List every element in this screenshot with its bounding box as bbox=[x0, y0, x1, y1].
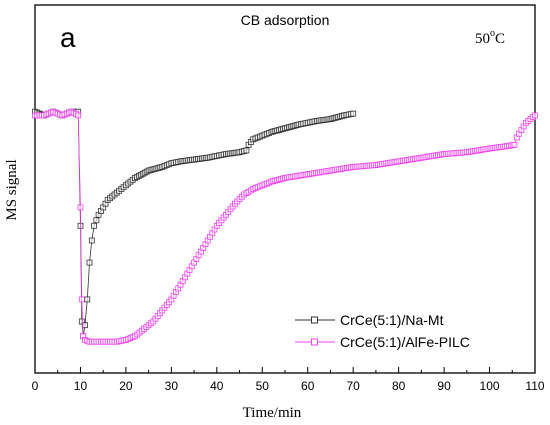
data-point-series-1 bbox=[350, 110, 357, 117]
data-point-series-1 bbox=[82, 322, 88, 329]
legend-label-1: CrCe(5:1)/Na-Mt bbox=[340, 312, 444, 328]
temperature-unit: C bbox=[495, 31, 505, 47]
x-tick-label: 70 bbox=[347, 379, 361, 393]
x-axis-label: Time/min bbox=[243, 405, 302, 421]
legend-marker-1 bbox=[311, 316, 318, 324]
data-point-series-1 bbox=[86, 259, 93, 266]
data-point-series-1 bbox=[93, 217, 100, 224]
data-point-series-2 bbox=[532, 112, 538, 119]
x-tick-label: 80 bbox=[392, 379, 406, 393]
chart-title: CB adsorption bbox=[241, 12, 330, 28]
temperature-degree: o bbox=[490, 28, 495, 39]
data-point-series-1 bbox=[91, 222, 97, 229]
x-tick-label: 20 bbox=[119, 379, 133, 393]
x-tick-label: 50 bbox=[256, 379, 270, 393]
x-tick-label: 30 bbox=[165, 379, 179, 393]
legend: CrCe(5:1)/Na-Mt CrCe(5:1)/AlFe-PILC bbox=[295, 312, 470, 350]
temperature-value: 50 bbox=[475, 31, 490, 47]
x-tick-label: 40 bbox=[210, 379, 224, 393]
x-tick-label: 0 bbox=[32, 379, 39, 393]
data-point-series-1 bbox=[243, 147, 250, 154]
data-point-series-2 bbox=[78, 296, 85, 303]
temperature-annotation: 50oC bbox=[475, 28, 505, 47]
data-point-series-1 bbox=[78, 318, 85, 325]
y-axis-label: MS signal bbox=[4, 159, 20, 220]
data-point-series-2 bbox=[75, 112, 82, 119]
series-line-2 bbox=[35, 111, 536, 343]
series-layer bbox=[32, 108, 538, 345]
x-tick-label: 110 bbox=[525, 379, 544, 393]
x-tick-label: 60 bbox=[301, 379, 315, 393]
panel-label: a bbox=[60, 22, 76, 53]
legend-label-2: CrCe(5:1)/AlFe-PILC bbox=[340, 334, 470, 350]
data-point-series-2 bbox=[511, 141, 518, 148]
x-tick-label: 90 bbox=[437, 379, 451, 393]
data-point-series-1 bbox=[84, 296, 91, 303]
x-tick-label: 10 bbox=[74, 379, 88, 393]
data-point-series-1 bbox=[88, 237, 95, 244]
plot-frame bbox=[34, 4, 536, 374]
data-point-series-2 bbox=[77, 204, 84, 211]
legend-marker-2 bbox=[311, 338, 318, 346]
x-axis: 0 10 20 30 40 50 60 70 80 90 100 110 bbox=[32, 367, 545, 393]
x-tick-label: 100 bbox=[480, 379, 500, 393]
